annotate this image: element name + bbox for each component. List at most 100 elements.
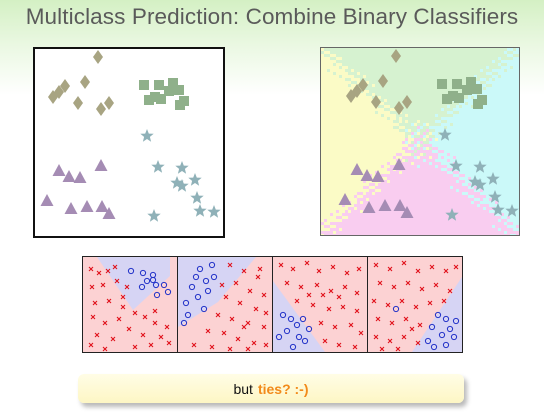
positive-sample-circle [305, 325, 313, 333]
diamond-point [104, 96, 114, 110]
negative-sample-cross [90, 314, 96, 320]
star-point [207, 205, 221, 218]
negative-sample-cross [112, 264, 118, 270]
square-point [174, 85, 184, 95]
positive-sample-circle [442, 315, 450, 323]
negative-sample-cross [453, 264, 459, 270]
star-point [140, 129, 154, 142]
diamond-point [80, 75, 90, 89]
square-point [164, 86, 174, 96]
negative-sample-cross [92, 300, 98, 306]
triangle-point [360, 169, 374, 181]
negative-sample-cross [164, 324, 170, 330]
negative-sample-cross [124, 284, 130, 290]
negative-sample-cross [354, 308, 360, 314]
negative-sample-cross [88, 342, 94, 348]
negative-sample-cross [356, 266, 362, 272]
negative-sample-cross [318, 320, 324, 326]
negative-sample-cross [221, 330, 227, 336]
negative-sample-cross [304, 260, 310, 266]
positive-sample-circle [450, 333, 458, 341]
negative-sample-cross [354, 290, 360, 296]
square-point [175, 100, 185, 110]
square-point [473, 99, 483, 109]
negative-sample-cross [344, 270, 350, 276]
negative-sample-cross [257, 266, 263, 272]
positive-sample-circle [299, 315, 307, 323]
negative-sample-cross [223, 294, 229, 300]
negative-sample-cross [373, 262, 379, 268]
diamond-point [371, 95, 381, 109]
negative-sample-cross [191, 342, 197, 348]
positive-sample-circle [295, 333, 303, 341]
decision-regions-canvas [321, 48, 519, 235]
decision-region-texture [321, 48, 519, 235]
triangle-point [392, 158, 406, 170]
negative-sample-cross [389, 320, 395, 326]
negative-sample-cross [326, 306, 332, 312]
negative-sample-cross [215, 312, 221, 318]
negative-sample-cross [261, 324, 267, 330]
square-point [154, 80, 164, 90]
callout-text: but [233, 380, 253, 397]
negative-sample-cross [278, 262, 284, 268]
positive-sample-circle [138, 283, 146, 291]
triangle-point [393, 199, 407, 211]
positive-sample-circle [301, 337, 309, 345]
negative-sample-cross [120, 304, 126, 310]
negative-sample-cross [314, 282, 320, 288]
negative-sample-cross [419, 286, 425, 292]
negative-sample-cross [116, 316, 122, 322]
triangle-point [400, 206, 414, 218]
negative-sample-cross [233, 280, 239, 286]
positive-sample-circle [279, 311, 287, 319]
negative-sample-cross [227, 262, 233, 268]
negative-sample-cross [241, 324, 247, 330]
negative-sample-cross [379, 346, 385, 352]
positive-region [412, 277, 462, 352]
binary-classifier-panel-1 [82, 256, 178, 353]
negative-sample-cross [235, 336, 241, 342]
diamond-point [96, 102, 106, 116]
negative-sample-cross [395, 346, 401, 352]
positive-sample-circle [153, 291, 161, 299]
negative-sample-cross [298, 284, 304, 290]
negative-sample-cross [140, 332, 146, 338]
positive-sample-circle [208, 261, 216, 269]
negative-sample-cross [94, 332, 100, 338]
diamond-point [378, 74, 388, 88]
negative-sample-cross [401, 260, 407, 266]
negative-sample-cross [251, 340, 257, 346]
positive-sample-circle [430, 343, 438, 351]
star-point [147, 209, 161, 222]
negative-sample-cross [405, 280, 411, 286]
positive-sample-circle [428, 323, 436, 331]
triangle-point [102, 207, 116, 219]
positive-sample-circle [287, 315, 295, 323]
triangle-point [73, 171, 87, 183]
negative-sample-cross [340, 304, 346, 310]
positive-sample-circle [149, 276, 157, 284]
positive-sample-circle [182, 299, 190, 307]
negative-sample-cross [385, 302, 391, 308]
negative-sample-cross [433, 282, 439, 288]
negative-sample-cross [219, 282, 225, 288]
square-point [442, 94, 452, 104]
positive-sample-circle [424, 337, 432, 345]
positive-sample-circle [164, 288, 172, 296]
positive-sample-circle [434, 311, 442, 319]
negative-sample-cross [443, 268, 449, 274]
diamond-point [93, 50, 103, 64]
positive-sample-circle [392, 305, 400, 313]
positive-sample-circle [139, 269, 147, 277]
diamond-point [352, 84, 362, 98]
negative-sample-cross [205, 328, 211, 334]
positive-sample-circle [200, 305, 208, 313]
negative-sample-cross [102, 320, 108, 326]
square-point [452, 79, 462, 89]
negative-sample-cross [294, 298, 300, 304]
star-point [193, 204, 207, 217]
negative-sample-cross [358, 330, 364, 336]
triangle-point [362, 201, 376, 213]
ties-callout: but ties? :-) [78, 374, 464, 403]
